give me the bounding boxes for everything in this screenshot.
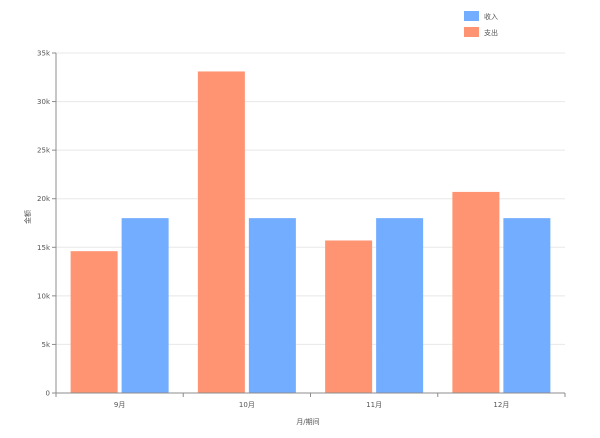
bar-支出-12月[interactable]	[452, 191, 500, 393]
y-tick-label: 30k	[37, 98, 51, 106]
y-tick-label: 0	[46, 390, 50, 398]
y-tick-label: 10k	[37, 292, 51, 300]
bar-收入-11月[interactable]	[376, 218, 424, 393]
legend-label-收入[interactable]: 收入	[484, 12, 498, 21]
y-tick-label: 25k	[37, 147, 51, 155]
bars	[70, 71, 551, 393]
legend-swatch-支出[interactable]	[464, 27, 479, 37]
bar-支出-11月[interactable]	[325, 240, 373, 393]
x-tick-label: 10月	[239, 401, 255, 409]
axes: 0 5k 10k 15k 20k 25k 30k 35k 9月 10月 11月 12月	[37, 50, 566, 409]
x-tick-label: 9月	[114, 401, 125, 409]
y-tick-label: 5k	[41, 341, 50, 349]
y-tick-label: 35k	[37, 50, 51, 58]
bar-收入-10月[interactable]	[248, 218, 296, 393]
legend-swatch-收入[interactable]	[464, 11, 479, 21]
bar-收入-9月[interactable]	[121, 218, 169, 393]
bar-收入-12月[interactable]	[503, 218, 551, 393]
legend-label-支出[interactable]: 支出	[484, 28, 498, 37]
bar-支出-9月[interactable]	[70, 251, 118, 393]
y-axis-title: 金额	[23, 210, 32, 224]
y-tick-label: 20k	[37, 195, 51, 203]
bar-支出-10月[interactable]	[197, 71, 245, 393]
x-tick-label: 12月	[493, 401, 509, 409]
y-tick-label: 15k	[37, 244, 51, 252]
x-axis-title: 月/期间	[296, 418, 319, 426]
x-tick-label: 11月	[366, 401, 382, 409]
